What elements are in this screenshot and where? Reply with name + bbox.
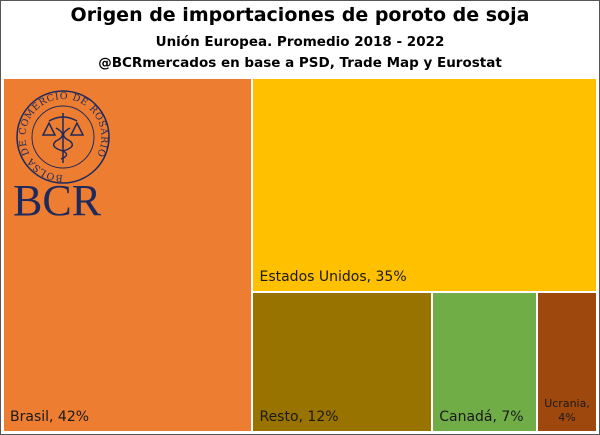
data-label: Estados Unidos, 35%	[259, 268, 407, 285]
treemap-cell: Canadá, 7%	[432, 291, 538, 432]
logo-emblem	[41, 113, 85, 163]
logo-circle	[31, 105, 95, 169]
treemap-cell: Resto, 12%	[252, 291, 433, 432]
data-label: Ucrania, 4%	[544, 396, 590, 424]
data-label: Brasil, 42%	[10, 409, 90, 425]
treemap-cell: Ucrania, 4%	[537, 291, 597, 432]
chart-source: @BCRmercados en base a PSD, Trade Map y …	[98, 55, 502, 71]
logo: BOLSA DE COMERCIO DE ROSARIO BCR	[13, 90, 110, 225]
logo-circle	[16, 90, 110, 184]
data-label: Resto, 12%	[259, 408, 339, 425]
treemap-cell: Brasil, 42%	[3, 78, 253, 432]
treemap-cell: Estados Unidos, 35%	[252, 78, 597, 292]
treemap: Brasil, 42% Estados Unidos, 35% Resto, 12%…	[3, 78, 597, 432]
logo-text: BCR	[13, 176, 102, 225]
data-label: Canadá, 7%	[439, 408, 524, 425]
chart-subtitle: Unión Europea. Promedio 2018 - 2022	[155, 34, 445, 50]
chart-title: Origen de importaciones de poroto de soj…	[70, 4, 530, 26]
